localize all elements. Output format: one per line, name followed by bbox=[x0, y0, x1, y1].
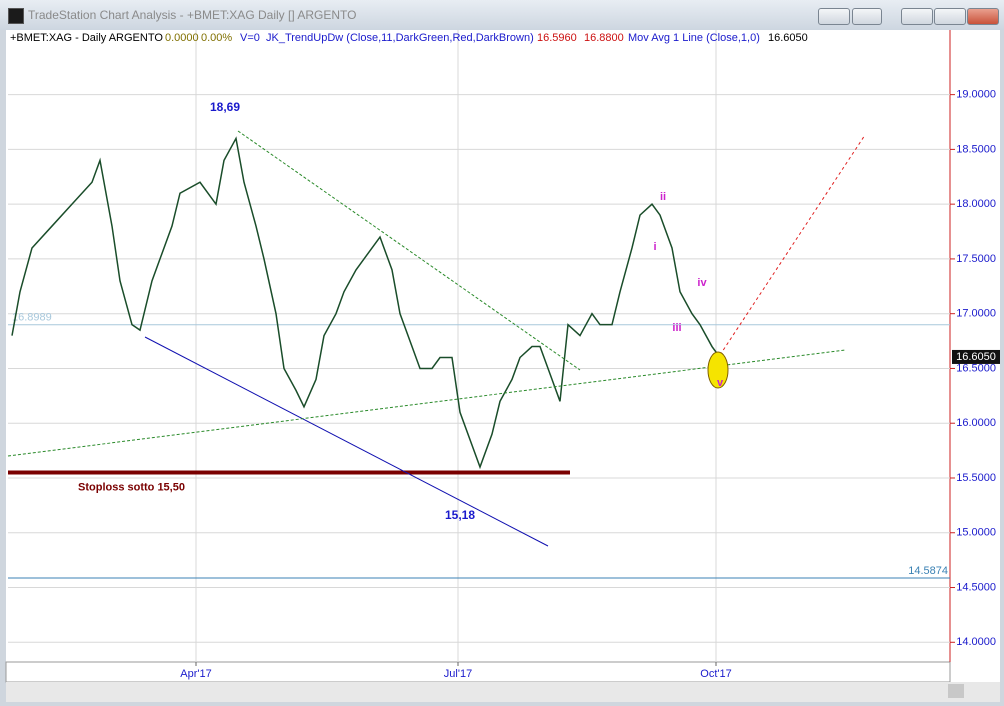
last-price-box bbox=[952, 349, 1000, 364]
wave-label: i bbox=[653, 241, 656, 253]
status-value: 16.8800 bbox=[584, 32, 624, 44]
status-value: 16.5960 bbox=[537, 32, 577, 44]
y-tick-label: 17.0000 bbox=[956, 308, 996, 320]
projection-line bbox=[719, 134, 866, 356]
y-tick-label: 18.0000 bbox=[956, 198, 996, 210]
scrollbar[interactable] bbox=[6, 682, 1000, 702]
chart: 14.0000 14.5000 15.0000 15.5000 16.0000 16.50… bbox=[5, 30, 1000, 702]
status-symbol: +BMET:XAG - Daily ARGENTO bbox=[10, 32, 163, 44]
status-value: 16.6050 bbox=[768, 32, 808, 44]
price-line-label: 16.8989 bbox=[12, 312, 52, 324]
y-tick-label: 16.0000 bbox=[956, 417, 996, 429]
status-volume: V=0 bbox=[240, 32, 260, 44]
trendline bbox=[237, 130, 581, 371]
stoploss-label: Stoploss sotto 15,50 bbox=[78, 481, 185, 493]
status-change: 0.0000 bbox=[165, 32, 199, 44]
x-axis-band bbox=[5, 661, 951, 683]
close-button[interactable] bbox=[967, 8, 999, 25]
status-study: Mov Avg 1 Line (Close,1,0) bbox=[628, 32, 760, 44]
highlight-ellipse bbox=[707, 351, 729, 389]
maximize-button[interactable] bbox=[934, 8, 966, 25]
chart-background bbox=[6, 30, 1000, 682]
annotation: 18,69 bbox=[210, 100, 240, 114]
wave-label: iv bbox=[697, 277, 707, 289]
minimize-button[interactable] bbox=[901, 8, 933, 25]
wave-label: ii bbox=[660, 191, 666, 203]
last-price-label: 16.6050 bbox=[956, 351, 996, 363]
price-line-label: 14.5874 bbox=[908, 565, 948, 577]
x-tick-label: Jul'17 bbox=[444, 668, 472, 680]
price-line-series bbox=[11, 136, 721, 470]
y-tick-label: 17.5000 bbox=[956, 253, 996, 265]
y-tick-label: 14.5000 bbox=[956, 581, 996, 593]
trendline bbox=[144, 336, 549, 547]
wave-label: v bbox=[717, 377, 724, 389]
y-tick-label: 15.5000 bbox=[956, 472, 996, 484]
y-tick-label: 15.0000 bbox=[956, 527, 996, 539]
y-tick-label: 16.5000 bbox=[956, 362, 996, 374]
menu-button[interactable] bbox=[852, 8, 882, 25]
window-title: TradeStation Chart Analysis - +BMET:XAG … bbox=[28, 8, 357, 22]
y-tick-label: 18.5000 bbox=[956, 143, 996, 155]
trendline bbox=[7, 349, 846, 457]
x-tick-label: Apr'17 bbox=[180, 668, 211, 680]
wave-label: iii bbox=[672, 322, 681, 334]
x-tick-label: Oct'17 bbox=[700, 668, 731, 680]
y-tick-label: 14.0000 bbox=[956, 636, 996, 648]
annotation: 15,18 bbox=[445, 508, 475, 522]
scroll-thumb[interactable] bbox=[948, 684, 964, 698]
status-indicator: JK_TrendUpDw (Close,11,DarkGreen,Red,Dar… bbox=[266, 32, 534, 44]
app-icon bbox=[8, 8, 24, 24]
status-change-pct: 0.00% bbox=[201, 32, 232, 44]
title-bar: TradeStation Chart Analysis - +BMET:XAG … bbox=[0, 0, 1004, 30]
y-tick-label: 19.0000 bbox=[956, 89, 996, 101]
link-button[interactable] bbox=[818, 8, 850, 25]
